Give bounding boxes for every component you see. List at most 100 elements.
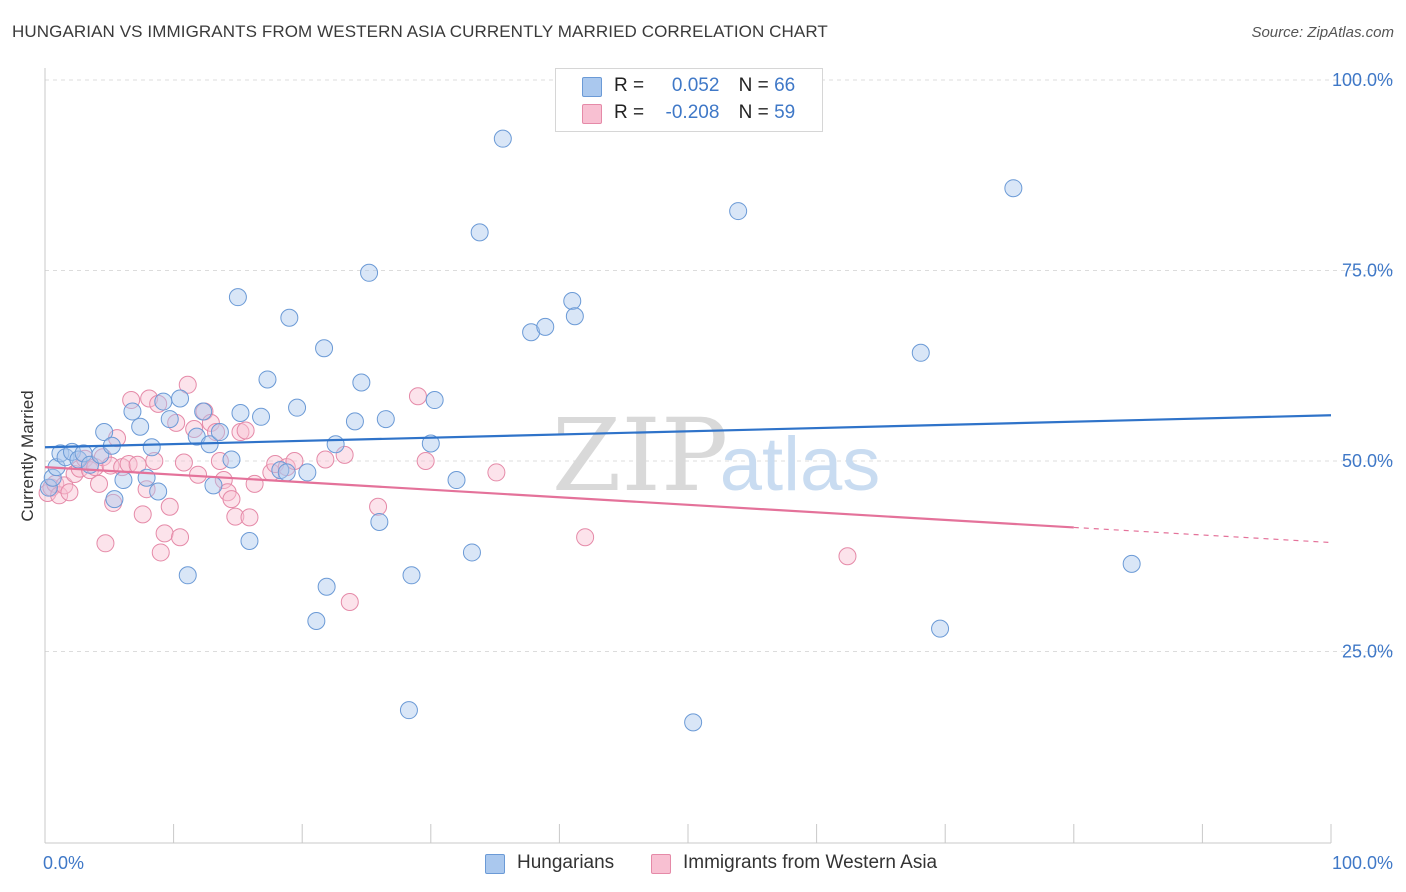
series-hungarians-points xyxy=(39,129,1141,732)
x-tick-label-max: 100.0% xyxy=(1332,853,1393,873)
point-immigrants xyxy=(226,507,245,526)
point-hungarians xyxy=(307,612,326,631)
point-hungarians xyxy=(258,370,277,389)
point-immigrants xyxy=(174,453,193,472)
point-hungarians xyxy=(252,407,271,426)
point-immigrants xyxy=(369,497,388,516)
point-immigrants xyxy=(487,463,506,482)
point-hungarians xyxy=(114,471,133,490)
point-hungarians xyxy=(280,308,299,327)
point-hungarians xyxy=(154,392,173,411)
point-hungarians xyxy=(317,577,336,596)
point-hungarians xyxy=(911,343,930,362)
point-hungarians xyxy=(345,412,364,431)
point-hungarians xyxy=(402,566,421,585)
n-label: N = xyxy=(738,75,769,96)
point-hungarians xyxy=(729,202,748,221)
point-hungarians xyxy=(123,402,142,421)
point-hungarians xyxy=(160,410,179,429)
point-immigrants xyxy=(151,543,170,562)
point-immigrants xyxy=(171,528,190,547)
point-hungarians xyxy=(288,398,307,417)
swatch-hungarians xyxy=(582,77,602,97)
point-immigrants xyxy=(240,508,259,527)
point-hungarians xyxy=(131,417,150,436)
point-immigrants xyxy=(122,391,141,410)
point-hungarians xyxy=(1122,554,1141,573)
point-immigrants xyxy=(140,389,159,408)
point-hungarians xyxy=(493,129,512,148)
point-immigrants xyxy=(236,421,255,440)
r-label: R = xyxy=(614,75,645,96)
point-immigrants xyxy=(160,497,179,516)
point-immigrants xyxy=(214,471,233,490)
watermark: ZIP atlas xyxy=(552,397,880,514)
point-hungarians xyxy=(277,463,296,482)
r-value: 0.052 xyxy=(671,75,720,96)
watermark-zip: ZIP xyxy=(552,397,728,514)
point-hungarians xyxy=(360,263,379,282)
tick-labels: 100.0% 75.0% 50.0% 25.0% 0.0% 100.0% xyxy=(43,70,1393,873)
point-hungarians xyxy=(210,423,229,442)
point-immigrants xyxy=(316,450,335,469)
point-immigrants xyxy=(408,387,427,406)
point-hungarians xyxy=(565,307,584,326)
legend-label-hungarians: Hungarians xyxy=(517,852,615,873)
point-immigrants xyxy=(90,474,109,493)
point-hungarians xyxy=(684,713,703,732)
point-hungarians xyxy=(370,512,389,531)
y-tick-label: 75.0% xyxy=(1342,261,1393,281)
point-immigrants xyxy=(838,547,857,566)
point-immigrants xyxy=(155,524,174,543)
point-hungarians xyxy=(178,566,197,585)
point-hungarians xyxy=(222,450,241,469)
point-hungarians xyxy=(105,490,124,509)
trend-line-hungarians xyxy=(44,414,1332,449)
point-hungarians xyxy=(315,339,334,358)
n-value: 66 xyxy=(774,75,796,96)
point-hungarians xyxy=(421,434,440,453)
point-immigrants xyxy=(335,445,354,464)
n-label: N = xyxy=(738,102,769,123)
point-hungarians xyxy=(376,410,395,429)
point-hungarians xyxy=(536,317,555,336)
point-immigrants xyxy=(416,452,435,470)
point-hungarians xyxy=(1004,179,1023,198)
point-immigrants xyxy=(245,474,264,493)
point-hungarians xyxy=(298,463,317,482)
point-immigrants xyxy=(576,528,595,547)
point-hungarians xyxy=(95,423,114,442)
point-hungarians xyxy=(171,389,190,408)
point-hungarians xyxy=(149,482,168,501)
point-immigrants xyxy=(222,490,241,509)
r-value: -0.208 xyxy=(665,102,720,123)
point-hungarians xyxy=(204,476,223,495)
point-hungarians xyxy=(43,468,62,487)
point-hungarians xyxy=(399,701,418,720)
point-hungarians xyxy=(931,619,950,638)
point-hungarians xyxy=(352,373,371,392)
point-hungarians xyxy=(228,288,247,307)
point-hungarians xyxy=(39,478,58,497)
source-credit: Source: ZipAtlas.com xyxy=(1251,24,1394,41)
point-hungarians xyxy=(194,402,213,421)
trend-lines xyxy=(44,414,1332,544)
point-immigrants xyxy=(60,483,79,502)
watermark-atlas: atlas xyxy=(720,422,881,507)
point-immigrants xyxy=(340,592,359,611)
y-tick-label: 50.0% xyxy=(1342,451,1393,471)
legend-label-immigrants: Immigrants from Western Asia xyxy=(683,852,938,873)
n-value: 59 xyxy=(774,102,796,123)
y-tick-label: 25.0% xyxy=(1342,642,1393,662)
series-legend: Hungarians Immigrants from Western Asia xyxy=(0,852,1406,878)
r-label: R = xyxy=(614,102,645,123)
point-immigrants xyxy=(145,452,164,470)
point-hungarians xyxy=(563,291,582,310)
stats-legend: R = 0.052 N = 66 R = -0.208 N = 59 xyxy=(555,68,823,132)
point-hungarians xyxy=(231,403,250,422)
y-tick-label: 100.0% xyxy=(1332,70,1393,90)
gridlines xyxy=(45,79,1393,652)
point-hungarians xyxy=(462,543,481,562)
point-immigrants xyxy=(96,534,115,553)
